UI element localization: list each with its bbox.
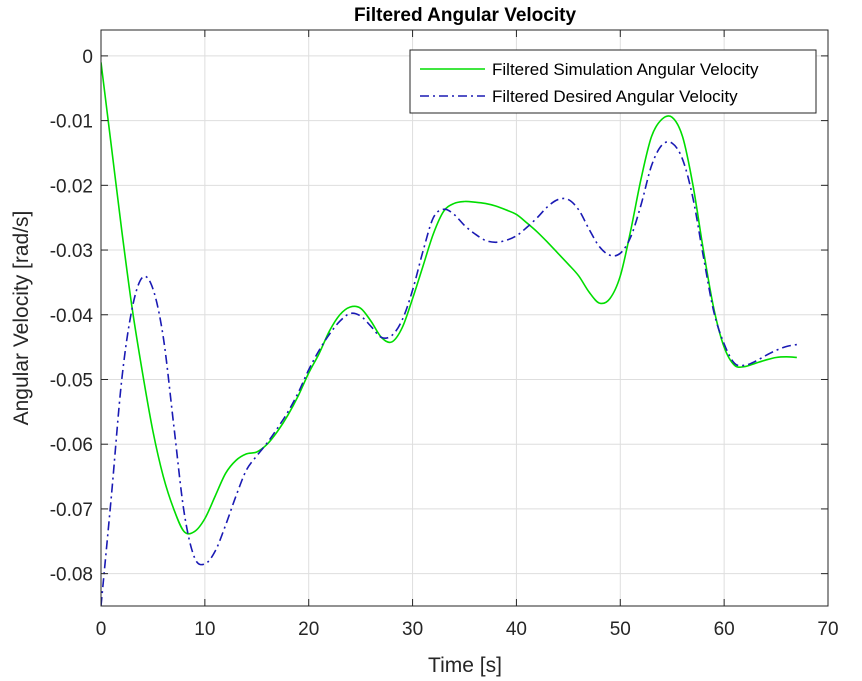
x-tick-label: 70 bbox=[817, 619, 838, 640]
x-tick-label: 40 bbox=[506, 619, 527, 640]
y-tick-label: -0.07 bbox=[50, 500, 93, 521]
series-lines bbox=[101, 62, 797, 606]
y-axis-label: Angular Velocity [rad/s] bbox=[10, 211, 33, 426]
y-tick-label: -0.04 bbox=[50, 306, 94, 327]
x-axis-ticks: 0 10 20 30 40 50 60 70 bbox=[96, 30, 839, 640]
series-line-desired bbox=[101, 141, 797, 606]
x-tick-label: 10 bbox=[194, 619, 215, 640]
plot-area bbox=[101, 30, 828, 606]
legend-label-simulation: Filtered Simulation Angular Velocity bbox=[492, 60, 759, 79]
plot-frame bbox=[100, 29, 829, 607]
y-axis-ticks: 0 -0.01 -0.02 -0.03 -0.04 -0.05 -0.06 -0.07 -0.0… bbox=[50, 47, 828, 586]
x-axis-label: Time [s] bbox=[428, 654, 502, 677]
legend-box bbox=[409, 49, 817, 114]
y-tick-label: -0.08 bbox=[50, 565, 93, 586]
y-tick-label: -0.05 bbox=[50, 370, 93, 391]
x-tick-label: 30 bbox=[402, 619, 423, 640]
x-tick-label: 0 bbox=[96, 619, 107, 640]
x-tick-label: 50 bbox=[610, 619, 631, 640]
y-tick-label: 0 bbox=[82, 47, 93, 68]
y-tick-label: -0.01 bbox=[50, 112, 93, 133]
x-tick-label: 60 bbox=[714, 619, 735, 640]
y-tick-label: -0.03 bbox=[50, 241, 93, 262]
y-tick-label: -0.06 bbox=[50, 435, 93, 456]
y-tick-label: -0.02 bbox=[50, 176, 93, 197]
legend-label-desired: Filtered Desired Angular Velocity bbox=[492, 87, 738, 106]
x-tick-label: 20 bbox=[298, 619, 319, 640]
legend: Filtered Simulation Angular Velocity Fil… bbox=[409, 49, 817, 114]
chart-title: Filtered Angular Velocity bbox=[354, 5, 577, 26]
